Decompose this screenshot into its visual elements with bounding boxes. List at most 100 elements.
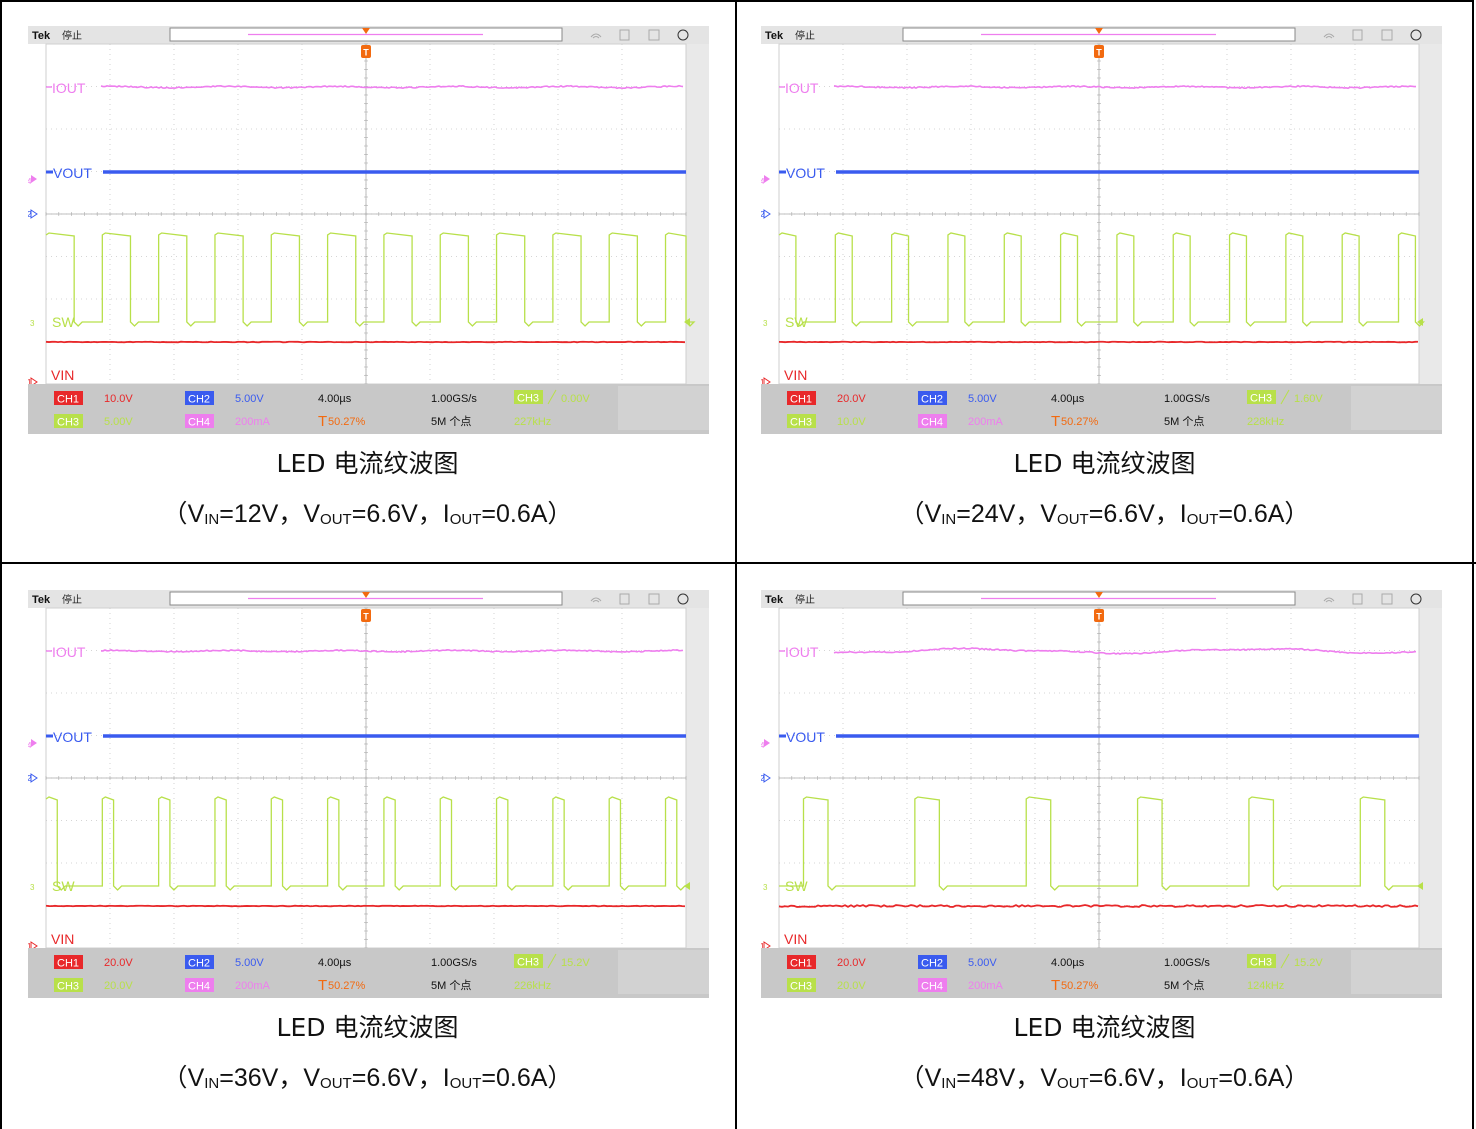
caption-vin-subscript: IN xyxy=(941,511,957,528)
trigger-position-letter: T xyxy=(363,48,369,58)
trigger-slope-icon xyxy=(547,953,557,969)
label-sw: SW xyxy=(52,878,75,894)
record-trigger-icon xyxy=(1095,592,1103,598)
ch1-badge xyxy=(787,391,816,405)
record-length: 5M 个点 xyxy=(431,415,471,428)
ch3-label: CH3 xyxy=(57,417,79,429)
ch1-label: CH1 xyxy=(57,394,79,406)
ch2-badge xyxy=(918,391,947,405)
trigger-position-letter: T xyxy=(363,612,369,622)
sample-rate: 1.00GS/s xyxy=(1164,957,1210,969)
run-status: 停止 xyxy=(62,593,82,606)
caption-separator: ， xyxy=(417,500,443,528)
ch4-badge xyxy=(185,978,214,992)
caption-vin-symbol: V xyxy=(924,500,942,528)
marker-ch1-number: 1 xyxy=(28,942,32,951)
scope-screen: Tek 停止 T IOUT VOUT 4 2 SW 3 VIN 1 CH1 20.0V CH2 5.00V 4… xyxy=(28,590,709,998)
trace-vin xyxy=(45,904,686,908)
caption-iout-symbol: I xyxy=(1179,1064,1187,1092)
ch3-label: CH3 xyxy=(57,981,79,993)
trace-sw xyxy=(45,796,686,891)
caption-iout-subscript: OUT xyxy=(1186,511,1219,528)
sample-rate: 1.00GS/s xyxy=(431,957,477,969)
caption-vout-symbol: V xyxy=(1040,1064,1058,1092)
ch2-label: CH2 xyxy=(921,394,943,406)
frequency-readout: 226kHz xyxy=(514,980,551,992)
caption-vin-symbol: V xyxy=(924,1064,942,1092)
trigger-position-t: T xyxy=(318,977,327,994)
wifi-icon xyxy=(590,33,602,39)
marker-ch4-ground xyxy=(764,739,770,747)
ch4-label: CH4 xyxy=(921,981,943,993)
brand-logo: Tek xyxy=(32,594,51,606)
ch2-scale: 5.00V xyxy=(968,957,997,969)
label-vout: VOUT xyxy=(786,165,825,181)
scope-screen: Tek 停止 T IOUT VOUT 4 2 SW 3 VIN 1 CH1 10.0V CH2 5.00V 4… xyxy=(28,26,709,434)
record-trigger-icon xyxy=(362,592,370,598)
caption-iout-symbol: I xyxy=(1179,500,1187,528)
ch4-scale: 200mA xyxy=(968,980,1004,992)
marker-ch3-number: 3 xyxy=(30,883,35,892)
caption-vout-symbol: V xyxy=(303,1064,321,1092)
marker-ch4-ground xyxy=(31,175,37,183)
marker-ch2-ground xyxy=(763,209,771,219)
marker-ch3-number: 3 xyxy=(763,883,768,892)
caption-open-paren: （ xyxy=(899,1064,925,1092)
trigger-position-marker xyxy=(1094,45,1104,58)
ch3-trigger-label: CH3 xyxy=(1250,957,1272,969)
ch3-trigger-label: CH3 xyxy=(1250,393,1272,405)
label-iout: IOUT xyxy=(52,644,86,660)
network-icon xyxy=(1352,29,1363,41)
ch2-label: CH2 xyxy=(188,394,210,406)
marker-ch2-ground xyxy=(30,773,38,783)
trace-iout xyxy=(100,648,684,654)
trace-sw xyxy=(45,232,696,327)
plot-side-strip xyxy=(686,608,709,948)
ch2-scale: 5.00V xyxy=(235,393,264,405)
caption-vout-subscript: OUT xyxy=(1057,1075,1089,1092)
trace-vin xyxy=(45,340,686,344)
sample-rate: 1.00GS/s xyxy=(1164,393,1210,405)
ch4-badge xyxy=(918,978,947,992)
record-trigger-icon xyxy=(362,28,370,34)
ch1-scale: 20.0V xyxy=(837,393,866,405)
caption-iout-subscript: OUT xyxy=(449,1075,482,1092)
caption-vout-value: =6.6V xyxy=(1088,500,1155,528)
label-vout: VOUT xyxy=(53,165,92,181)
caption-title: LED 电流纹波图 xyxy=(1013,1013,1196,1042)
label-vin: VIN xyxy=(51,367,74,383)
trigger-level: 1.60V xyxy=(1294,393,1323,405)
label-iout: IOUT xyxy=(52,80,86,96)
caption-iout-symbol: I xyxy=(442,1064,450,1092)
frequency-readout: 228kHz xyxy=(1247,416,1284,428)
ch3-scale: 10.0V xyxy=(837,416,866,428)
scope-readout-panel xyxy=(761,948,1442,998)
ch2-label: CH2 xyxy=(188,958,210,970)
caption-vin-subscript: IN xyxy=(204,511,220,528)
run-status: 停止 xyxy=(62,29,82,42)
trigger-slope-icon xyxy=(547,389,557,405)
caption-vout-value: =6.6V xyxy=(351,500,418,528)
marker-ch4-number: 4 xyxy=(761,741,765,750)
trigger-position: 50.27% xyxy=(1061,416,1099,428)
caption-vin-value: =24V xyxy=(956,500,1016,528)
trigger-position-t: T xyxy=(1051,413,1060,430)
ch2-scale: 5.00V xyxy=(968,393,997,405)
label-vin: VIN xyxy=(784,367,807,383)
caption-title: LED 电流纹波图 xyxy=(276,1013,459,1042)
label-vin: VIN xyxy=(784,931,807,947)
ch1-label: CH1 xyxy=(790,958,812,970)
network-icon xyxy=(619,593,630,605)
ch3-label: CH3 xyxy=(790,417,812,429)
plot-side-strip xyxy=(686,44,709,384)
label-sw: SW xyxy=(52,314,75,330)
ch2-label: CH2 xyxy=(921,958,943,970)
ch3-scale: 5.00V xyxy=(104,416,133,428)
marker-ch3-number: 3 xyxy=(30,319,35,328)
brand-logo: Tek xyxy=(765,30,784,42)
ch3-scale: 20.0V xyxy=(104,980,133,992)
readout-empty-slot xyxy=(1351,950,1442,994)
caption-vin-subscript: IN xyxy=(204,1075,220,1092)
trigger-slope-icon xyxy=(1280,389,1290,405)
